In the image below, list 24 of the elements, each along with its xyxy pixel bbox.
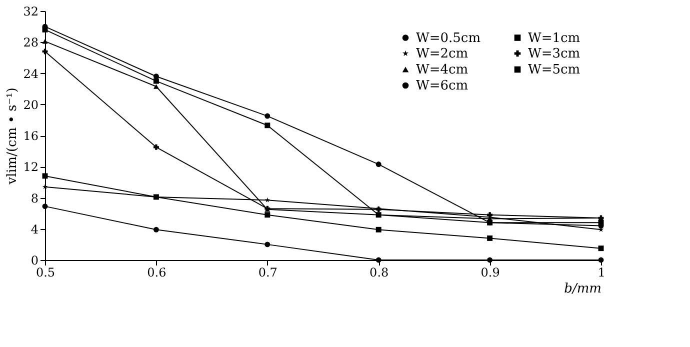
legend-label: W=1cm — [528, 30, 580, 46]
x-tick-label: 1 — [598, 266, 606, 280]
legend-label: W=2cm — [416, 46, 468, 62]
y-tick-label: 8 — [30, 191, 38, 206]
legend-label: W=0.5cm — [416, 30, 481, 46]
x-tick-label: 0.6 — [147, 266, 166, 280]
legend-label: W=5cm — [528, 62, 580, 78]
legend-label: W=3cm — [528, 46, 580, 62]
y-axis-title: vlim/(cm • s⁻¹) — [5, 88, 20, 186]
y-tick-label: 12 — [23, 160, 38, 174]
y-tick-label: 32 — [23, 4, 38, 18]
x-tick-label: 0.7 — [258, 266, 278, 280]
legend-label: W=6cm — [416, 78, 468, 94]
y-tick-label: 28 — [23, 36, 38, 50]
x-tick-label: 0.9 — [480, 266, 500, 280]
y-tick-label: 20 — [23, 98, 38, 112]
y-tick-label: 0 — [30, 254, 38, 268]
legend-label: W=4cm — [416, 62, 468, 78]
x-tick-label: 0.8 — [370, 266, 389, 280]
y-tick-label: 16 — [23, 129, 38, 143]
y-tick-label: 4 — [30, 222, 39, 236]
y-tick-label: 24 — [23, 66, 39, 81]
x-axis-title: b/mm — [564, 282, 602, 296]
x-tick-label: 0.5 — [36, 266, 56, 280]
